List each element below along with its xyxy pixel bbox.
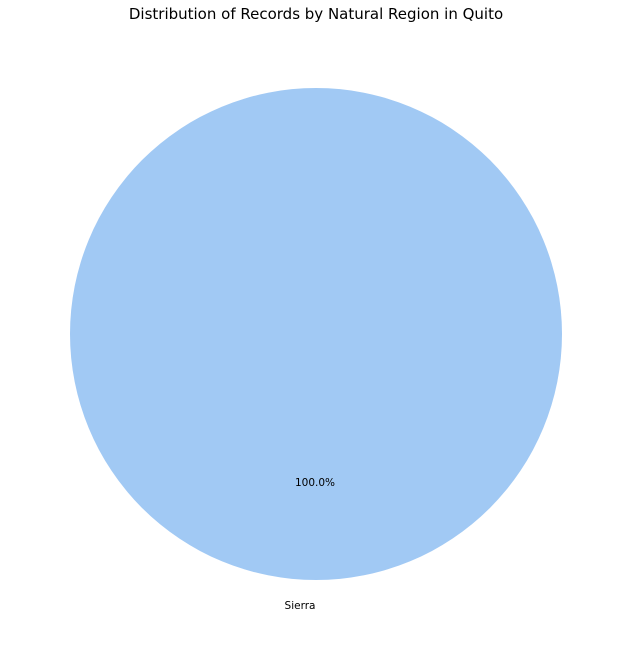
slice-percent-label-sierra: 100.0%: [295, 477, 335, 489]
slice-label-sierra: Sierra: [285, 600, 316, 612]
chart-title: Distribution of Records by Natural Regio…: [128, 5, 504, 23]
pie-slice-sierra: [70, 88, 562, 580]
pie-slices: [70, 88, 562, 580]
pie-labels: Sierra 100.0%: [285, 477, 336, 612]
